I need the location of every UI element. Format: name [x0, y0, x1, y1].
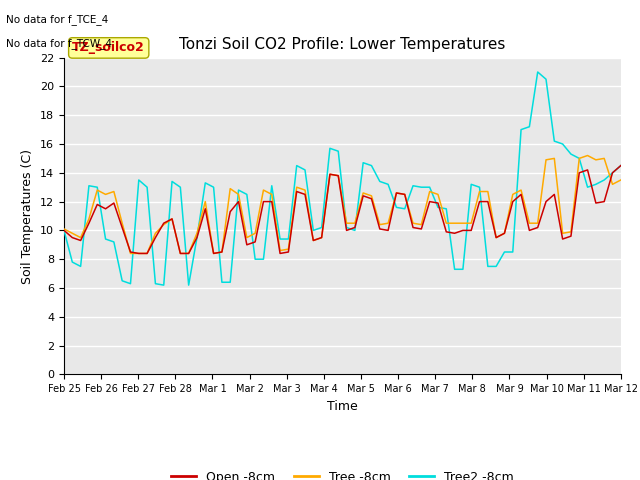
Y-axis label: Soil Temperatures (C): Soil Temperatures (C) [22, 148, 35, 284]
Title: Tonzi Soil CO2 Profile: Lower Temperatures: Tonzi Soil CO2 Profile: Lower Temperatur… [179, 37, 506, 52]
Text: No data for f_TCW_4: No data for f_TCW_4 [6, 38, 113, 49]
Text: TZ_soilco2: TZ_soilco2 [72, 41, 145, 54]
Text: No data for f_TCE_4: No data for f_TCE_4 [6, 14, 109, 25]
X-axis label: Time: Time [327, 400, 358, 413]
Legend: Open -8cm, Tree -8cm, Tree2 -8cm: Open -8cm, Tree -8cm, Tree2 -8cm [166, 466, 519, 480]
